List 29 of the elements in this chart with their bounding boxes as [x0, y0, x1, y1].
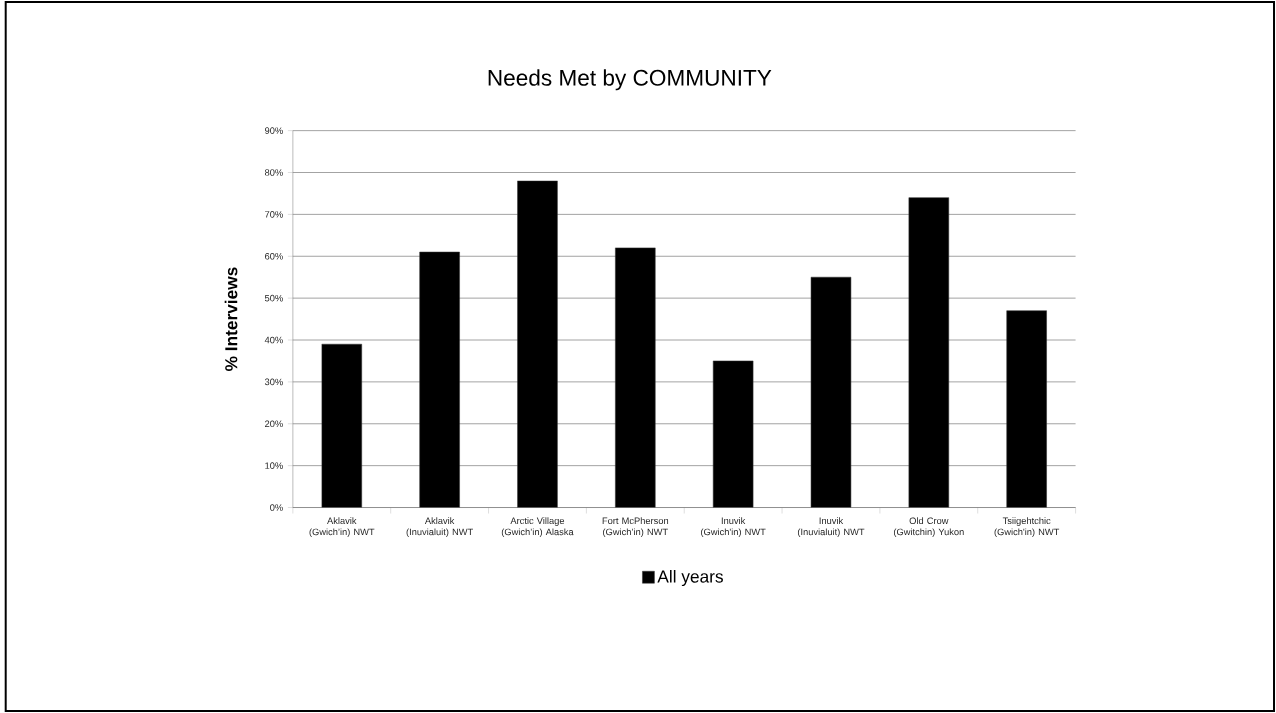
- bar: [615, 247, 656, 508]
- x-tick-label: Aklavik (Inuvialuit) NWT: [406, 517, 473, 538]
- x-tick-label: Arctic Village (Gwich’in) Alaska: [501, 517, 574, 538]
- legend-label: All years: [657, 570, 723, 587]
- y-tick-label: 70%: [265, 211, 283, 218]
- bar: [712, 360, 754, 508]
- x-tick-label: Aklavik (Gwich’in) NWT: [309, 517, 375, 538]
- y-tick-label: 0%: [270, 504, 283, 511]
- bar: [810, 276, 852, 508]
- y-tick-label: 10%: [265, 462, 283, 469]
- y-tick-label: 20%: [265, 420, 283, 428]
- x-tick-label: Inuvik (Inuvialuit) NWT: [797, 517, 865, 538]
- y-tick-label: 90%: [264, 127, 283, 134]
- chart-title: Needs Met by COMMUNITY: [488, 69, 772, 91]
- x-tick-label: Old Crow (Gwitchin) Yukon: [893, 517, 964, 538]
- bar: [1006, 310, 1047, 508]
- y-tick-label: 60%: [265, 253, 283, 260]
- bar: [321, 343, 362, 508]
- bar: [908, 197, 950, 508]
- x-tick-label: Fort McPherson (Gwich’in) NWT: [602, 517, 669, 538]
- x-tick-label: Inuvik (Gwich'in) NWT: [701, 517, 766, 538]
- bar: [419, 251, 460, 508]
- y-tick-label: 80%: [264, 169, 283, 176]
- y-tick-label: 50%: [264, 294, 283, 302]
- y-tick-label: 30%: [264, 378, 283, 386]
- y-tick-label: 40%: [264, 336, 283, 344]
- x-tick-label: Tsiigehtchic (Gwich'in) NWT: [994, 517, 1060, 538]
- y-axis-title: % Interviews: [224, 267, 238, 372]
- bar: [517, 180, 558, 508]
